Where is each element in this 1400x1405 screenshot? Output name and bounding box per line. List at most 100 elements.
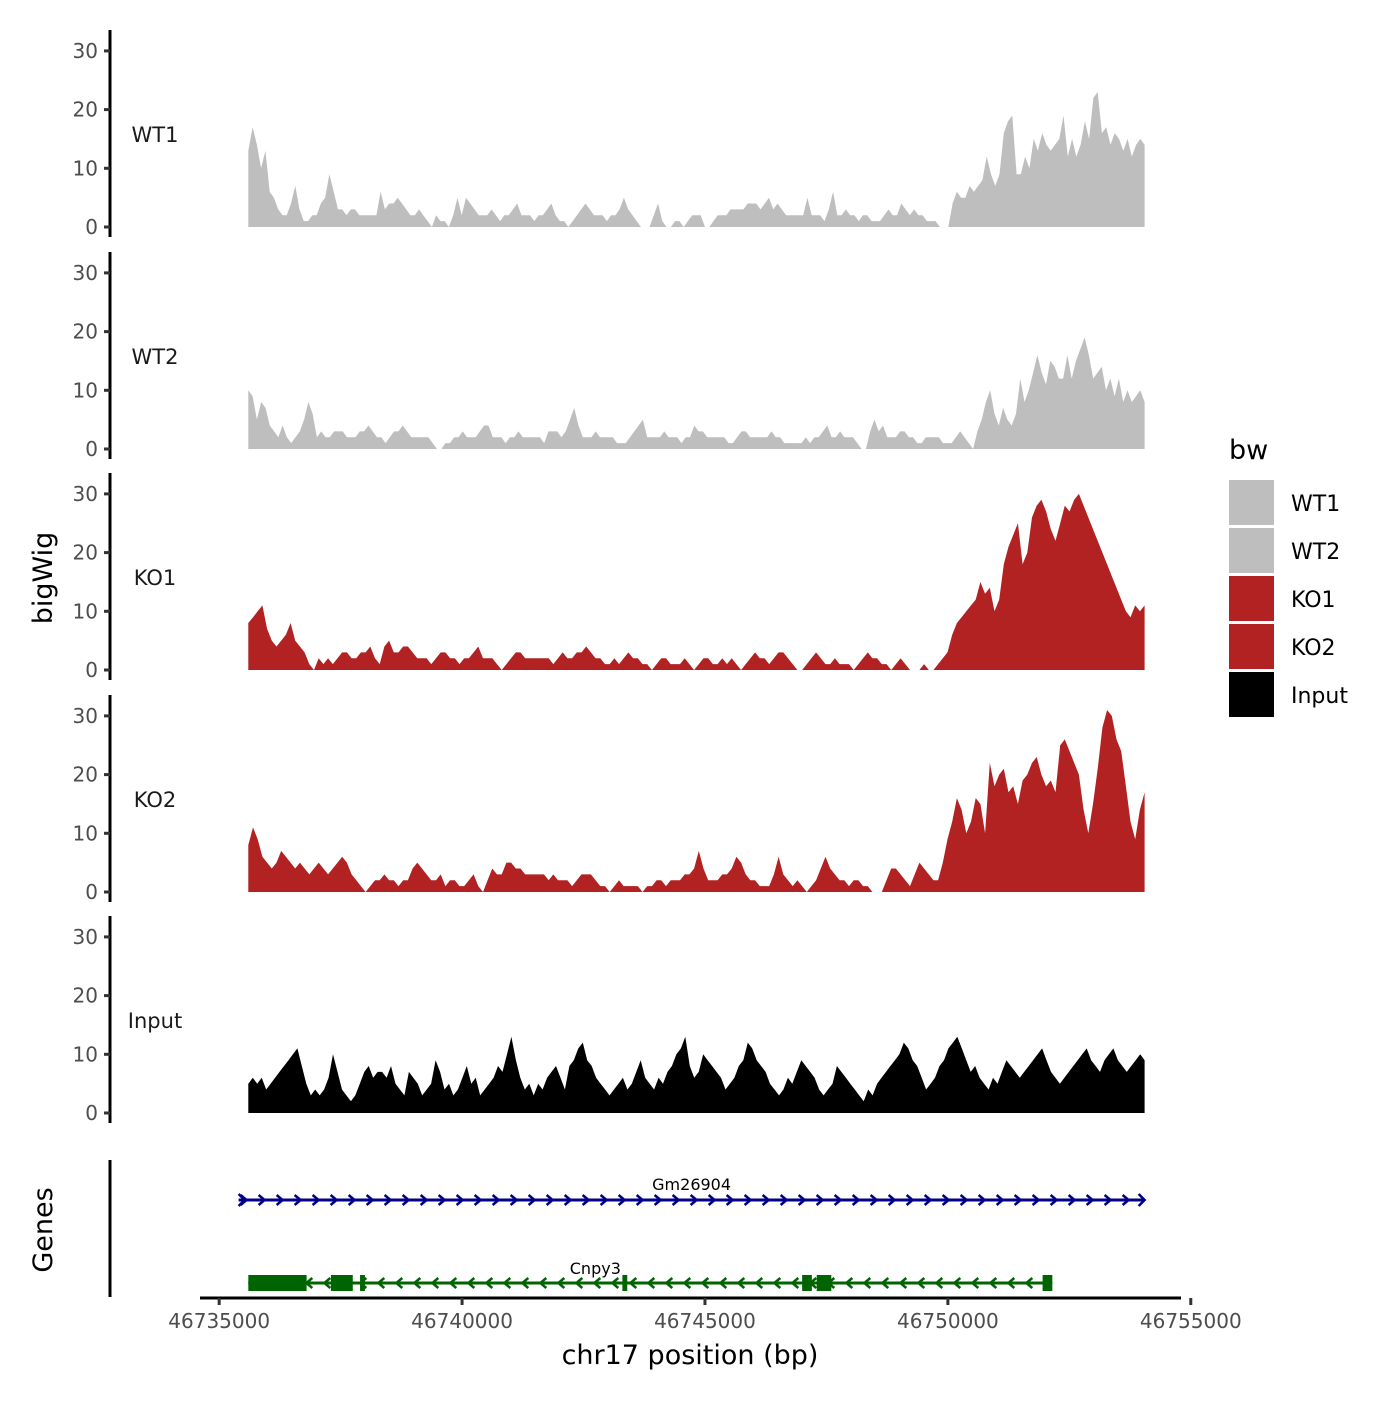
y-tick-label: 0 [85,1101,98,1125]
track-label-wt1: WT1 [132,123,179,147]
strand-arrow [509,1194,519,1206]
strand-arrow [237,1193,247,1207]
y-tick-label: 30 [73,704,98,728]
strand-arrow [448,1277,458,1289]
strand-arrow [466,1277,476,1289]
strand-arrow [790,1277,800,1289]
strand-arrow [563,1194,573,1206]
coverage-area-ko2 [248,710,1145,892]
strand-arrow [941,1194,951,1206]
strand-arrow [959,1194,969,1206]
strand-arrow [1031,1194,1041,1206]
y-tick-label: 10 [73,156,98,180]
coverage-area-wt1 [248,92,1145,227]
strand-arrow [412,1277,422,1289]
strand-arrow [887,1194,897,1206]
y-tick-label: 10 [73,1042,98,1066]
strand-arrow [1024,1277,1034,1289]
strand-arrow [779,1194,789,1206]
strand-arrow [293,1194,303,1206]
strand-arrow [718,1277,728,1289]
track-panel-wt2: 0 10 20 30 WT2 [73,252,1145,461]
coverage-area-wt2 [248,337,1145,449]
legend-item-ko1: KO1 [1229,576,1336,621]
exon-block [1042,1275,1053,1291]
exon-block [360,1275,365,1291]
exon-block [248,1275,307,1291]
legend-label: KO2 [1291,636,1336,661]
x-tick-label: 46755000 [1140,1309,1242,1333]
legend: WT1 WT2 KO1 KO2 Input [1229,480,1348,717]
strand-arrow [844,1277,854,1289]
y-tick-label: 30 [73,482,98,506]
strand-arrow [437,1194,447,1206]
y-tick-label: 10 [73,821,98,845]
strand-arrow [257,1194,267,1206]
strand-arrow [664,1277,674,1289]
y-tick-label: 10 [73,599,98,623]
strand-arrow [671,1194,681,1206]
track-panel-ko1: 0 10 20 30 KO1 [73,473,1145,682]
legend-item-wt2: WT2 [1229,528,1340,573]
strand-arrow [347,1194,357,1206]
coverage-area-ko1 [248,493,1145,670]
gene-track: Gm26904 Cnpy3 [108,1160,1147,1297]
strand-arrow [545,1194,555,1206]
strand-arrow [491,1194,501,1206]
strand-arrow [419,1194,429,1206]
exon-block [330,1275,353,1291]
legend-label: WT1 [1291,492,1340,517]
exon-block [622,1275,628,1291]
genes-axis-title: Genes [28,1187,59,1272]
strand-arrow [1137,1193,1147,1207]
x-tick-label: 46750000 [897,1309,999,1333]
legend-swatch [1229,480,1274,525]
legend-swatch [1229,624,1274,669]
legend-swatch [1229,672,1274,717]
strand-arrow [376,1277,386,1289]
y-tick-label: 0 [85,437,98,461]
strand-arrow [743,1194,753,1206]
legend-label: KO1 [1291,588,1336,613]
strand-arrow [833,1194,843,1206]
strand-arrow [527,1194,537,1206]
legend-swatch [1229,576,1274,621]
y-tick-label: 0 [85,215,98,239]
strand-arrow [1049,1194,1059,1206]
strand-arrow [556,1277,566,1289]
track-panels: 0 10 20 30 WT1 0 10 20 30 WT2 0 10 20 30 KO1 0 10 20 30 KO2… [73,30,1145,1125]
gene-cnpy3: Cnpy3 [248,1259,1053,1291]
strand-arrow [916,1277,926,1289]
strand-arrow [689,1194,699,1206]
strand-arrow [797,1194,807,1206]
strand-arrow [401,1194,411,1206]
strand-arrow [880,1277,890,1289]
strand-arrow [970,1277,980,1289]
strand-arrow [599,1194,609,1206]
legend-title: bw [1229,435,1268,466]
y-tick-label: 20 [73,98,98,122]
strand-arrow [653,1194,663,1206]
x-tick-label: 46735000 [168,1309,270,1333]
strand-arrow [898,1277,908,1289]
track-panel-wt1: 0 10 20 30 WT1 [73,30,1145,239]
strand-arrow [581,1194,591,1206]
strand-arrow [977,1194,987,1206]
y-tick-label: 20 [73,984,98,1008]
strand-arrow [635,1194,645,1206]
strand-arrow [1006,1277,1016,1289]
strand-arrow [383,1194,393,1206]
x-axis: 46735000 46740000 46745000 46750000 46755000 [168,1296,1242,1333]
strand-arrow [502,1277,512,1289]
y-tick-label: 30 [73,39,98,63]
strand-arrow [646,1277,656,1289]
strand-arrow [869,1194,879,1206]
strand-arrow [934,1277,944,1289]
track-label-input: Input [128,1009,182,1033]
y-axis-title: bigWig [28,532,59,625]
track-panel-input: 0 10 20 30 Input [73,916,1145,1125]
strand-arrow [725,1194,735,1206]
strand-arrow [923,1194,933,1206]
